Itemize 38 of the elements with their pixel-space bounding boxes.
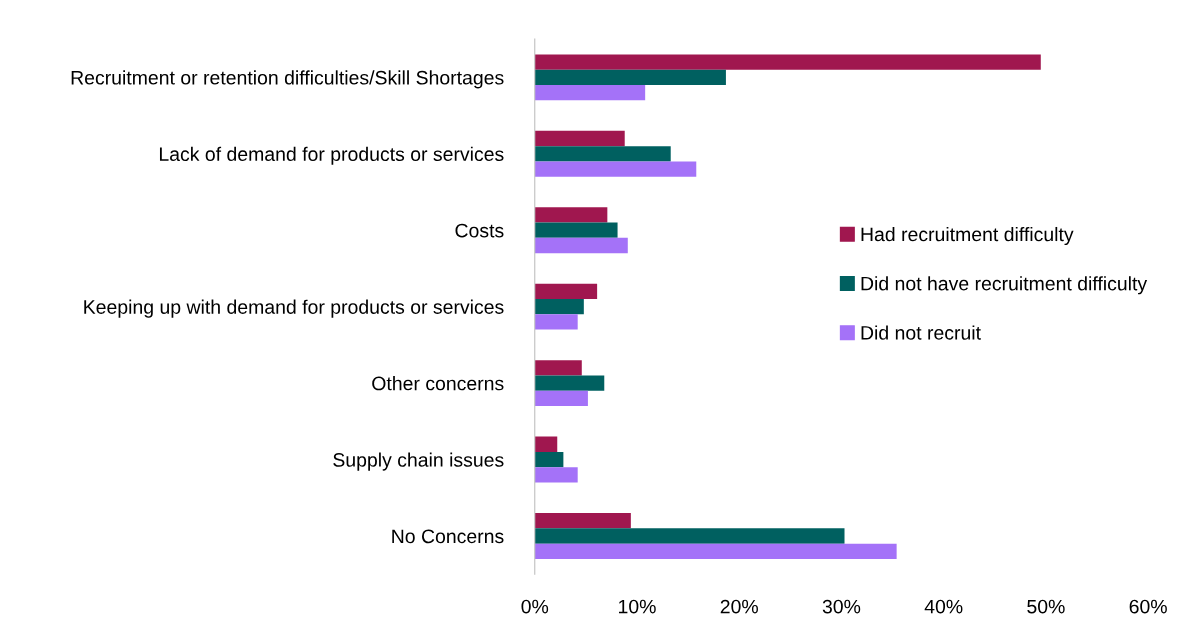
bar <box>534 360 582 376</box>
bar <box>534 513 631 529</box>
bar <box>534 207 608 223</box>
bar <box>534 222 618 238</box>
y-tick-label: No Concerns <box>392 529 504 544</box>
bar <box>534 161 697 177</box>
bar <box>534 528 845 544</box>
bar <box>534 130 625 147</box>
legend-label: Did not recruit <box>861 325 981 340</box>
bar <box>534 69 726 85</box>
bar <box>534 314 578 330</box>
bar <box>534 436 558 452</box>
y-tick-label: Supply chain issues <box>333 452 504 471</box>
legend-label: Did not have recruitment difficulty <box>861 276 1148 295</box>
y-tick-label: Other concerns <box>372 376 504 391</box>
bar <box>534 375 605 391</box>
bar <box>534 299 584 315</box>
y-tick-label: Recruitment or retention difficulties/Skill Shortages <box>71 70 504 89</box>
x-tick-label: 60% <box>1129 599 1167 614</box>
x-tick-label: 0% <box>521 599 549 614</box>
bar <box>534 467 578 483</box>
bar <box>534 543 897 559</box>
x-tick-label: 20% <box>720 599 758 614</box>
bar <box>534 146 671 162</box>
bar <box>534 237 628 254</box>
bar <box>534 283 598 300</box>
bar <box>534 451 564 468</box>
bar <box>534 84 646 101</box>
x-tick-label: 40% <box>924 599 963 614</box>
x-tick-label: 10% <box>619 599 656 614</box>
x-tick-label: 50% <box>1027 599 1065 614</box>
y-tick-label: Lack of demand for products or services <box>159 146 504 165</box>
bar <box>534 390 588 407</box>
y-tick-label: Costs <box>455 223 504 238</box>
bar <box>534 54 1041 70</box>
y-tick-label: Keeping up with demand for products or services <box>84 299 504 318</box>
x-tick-label: 30% <box>822 599 861 614</box>
legend-label: Had recruitment difficulty <box>861 226 1074 246</box>
